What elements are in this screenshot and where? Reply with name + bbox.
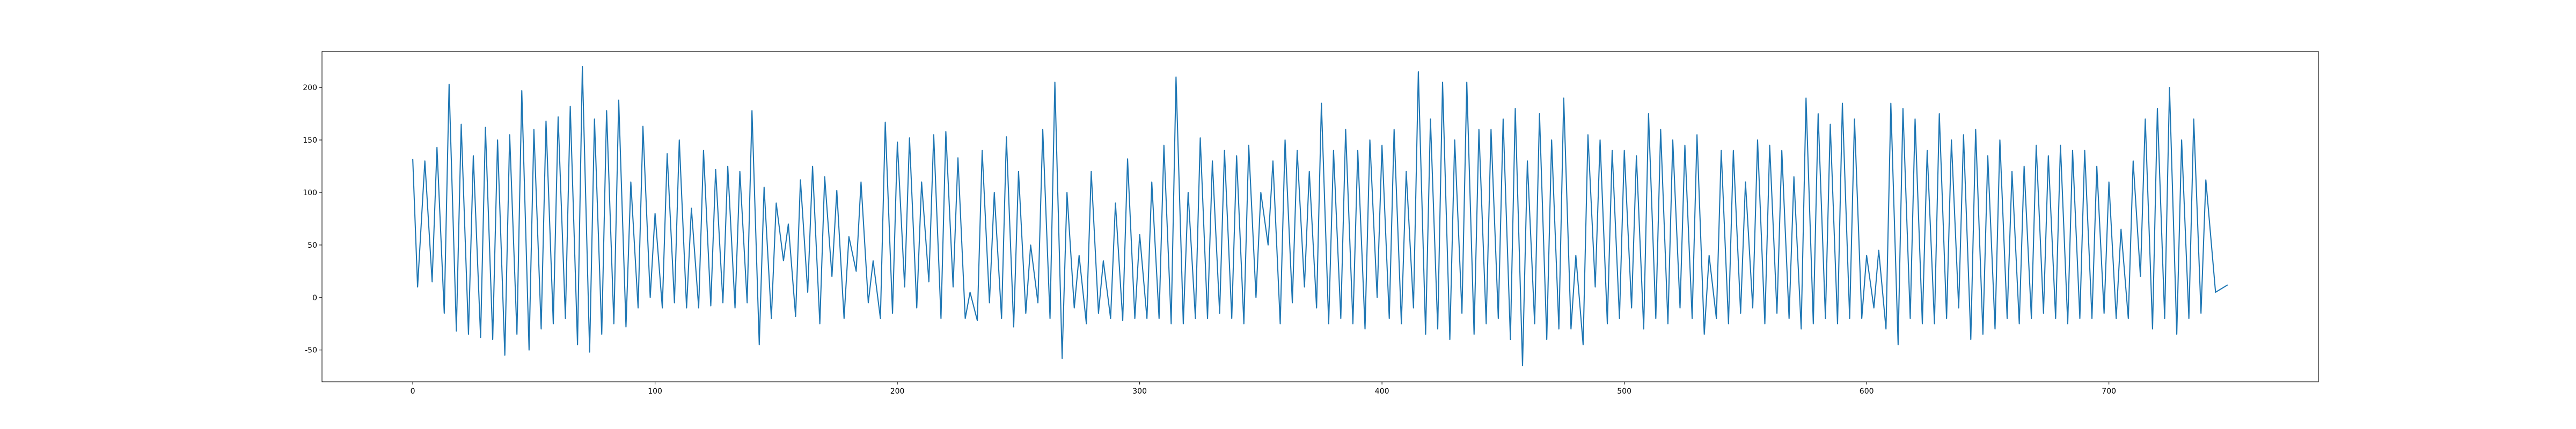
y-tick-label: 50	[308, 241, 317, 250]
y-tick-label: 150	[303, 136, 317, 145]
y-tick-label: -50	[305, 346, 317, 355]
x-tick-label: 600	[1860, 387, 1874, 396]
x-tick-label: 0	[411, 387, 415, 396]
y-tick-label: 200	[303, 84, 317, 92]
y-tick-label: 100	[303, 189, 317, 197]
y-tick-label: 0	[312, 294, 317, 302]
data-line	[412, 65, 2228, 367]
plot-frame	[321, 51, 2319, 382]
x-tick-label: 300	[1132, 387, 1147, 396]
x-tick-label: 200	[890, 387, 905, 396]
x-tick-label: 400	[1375, 387, 1389, 396]
x-tick-label: 500	[1617, 387, 1631, 396]
x-tick-label: 100	[648, 387, 662, 396]
x-tick-label: 700	[2102, 387, 2116, 396]
